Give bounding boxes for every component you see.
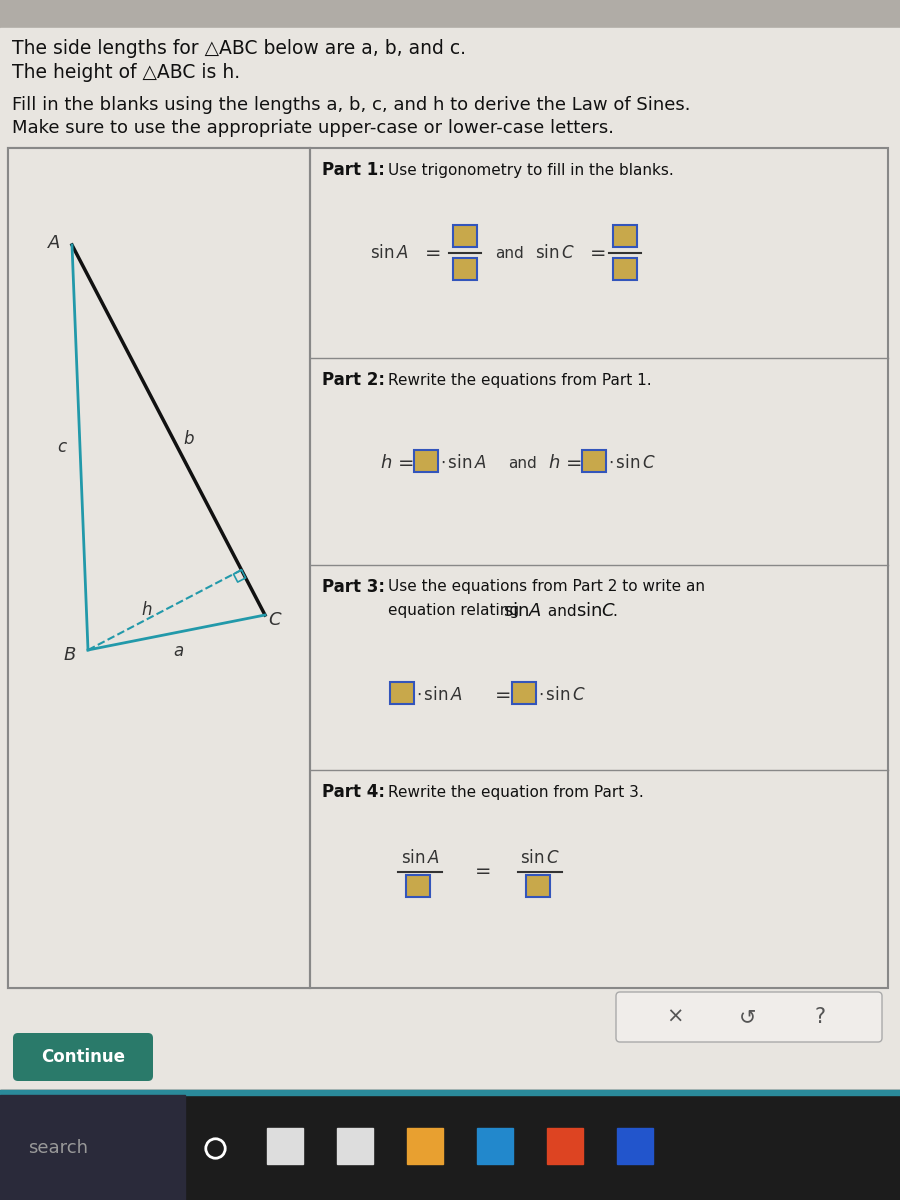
Text: C: C bbox=[269, 611, 282, 629]
Bar bbox=[613, 258, 637, 280]
Text: c: c bbox=[58, 438, 67, 456]
Text: The height of △ABC is h.: The height of △ABC is h. bbox=[12, 62, 240, 82]
Bar bbox=[407, 1128, 443, 1164]
Bar bbox=[0, 1090, 900, 1094]
Bar bbox=[526, 875, 550, 898]
Bar bbox=[414, 450, 438, 472]
Text: Use the equations from Part 2 to write an: Use the equations from Part 2 to write a… bbox=[388, 580, 705, 594]
Text: ?: ? bbox=[814, 1007, 825, 1027]
Text: $\cdot\,\mathrm{sin}\,A$: $\cdot\,\mathrm{sin}\,A$ bbox=[416, 686, 463, 704]
Text: and: and bbox=[543, 604, 581, 618]
Text: Continue: Continue bbox=[41, 1048, 125, 1066]
Text: =: = bbox=[495, 685, 511, 704]
Bar bbox=[0, 0, 900, 28]
Text: A: A bbox=[48, 234, 60, 252]
Text: =: = bbox=[398, 454, 415, 473]
Text: $\mathrm{sin}C$: $\mathrm{sin}C$ bbox=[576, 602, 616, 620]
Text: Use trigonometry to fill in the blanks.: Use trigonometry to fill in the blanks. bbox=[388, 162, 674, 178]
FancyBboxPatch shape bbox=[13, 1033, 153, 1081]
Text: Rewrite the equations from Part 1.: Rewrite the equations from Part 1. bbox=[388, 372, 652, 388]
Text: Fill in the blanks using the lengths a, b, c, and h to derive the Law of Sines.: Fill in the blanks using the lengths a, … bbox=[12, 96, 690, 114]
Text: $\cdot\,\mathrm{sin}\,A$: $\cdot\,\mathrm{sin}\,A$ bbox=[440, 454, 487, 472]
Bar bbox=[0, 1094, 185, 1200]
Text: $h$: $h$ bbox=[548, 454, 560, 472]
Text: Part 2:: Part 2: bbox=[322, 371, 385, 389]
Text: ×: × bbox=[666, 1007, 684, 1027]
Text: a: a bbox=[174, 642, 184, 660]
Text: =: = bbox=[590, 244, 607, 263]
Text: =: = bbox=[566, 454, 582, 473]
Text: =: = bbox=[425, 244, 442, 263]
Text: equation relating: equation relating bbox=[388, 604, 524, 618]
Bar bbox=[390, 682, 414, 704]
Bar bbox=[617, 1128, 653, 1164]
Text: Make sure to use the appropriate upper-case or lower-case letters.: Make sure to use the appropriate upper-c… bbox=[12, 119, 614, 137]
Text: Part 1:: Part 1: bbox=[322, 161, 385, 179]
Text: Part 4:: Part 4: bbox=[322, 782, 385, 802]
Text: .: . bbox=[612, 604, 616, 618]
Text: Part 3:: Part 3: bbox=[322, 578, 385, 596]
Bar bbox=[512, 682, 536, 704]
Text: ↺: ↺ bbox=[739, 1007, 757, 1027]
Text: $h$: $h$ bbox=[380, 454, 392, 472]
Bar bbox=[547, 1128, 583, 1164]
Text: $\cdot\,\mathrm{sin}\,C$: $\cdot\,\mathrm{sin}\,C$ bbox=[538, 686, 586, 704]
Text: Rewrite the equation from Part 3.: Rewrite the equation from Part 3. bbox=[388, 785, 644, 799]
Bar bbox=[8, 148, 310, 988]
Bar bbox=[582, 450, 606, 472]
Text: search: search bbox=[28, 1139, 88, 1157]
Bar bbox=[453, 226, 477, 247]
Text: $\mathrm{sin}\,C$: $\mathrm{sin}\,C$ bbox=[520, 850, 560, 866]
Text: and: and bbox=[495, 246, 524, 260]
Text: $\mathrm{sin}\,A$: $\mathrm{sin}\,A$ bbox=[370, 244, 409, 262]
Text: $\mathrm{sin}\,A$: $\mathrm{sin}\,A$ bbox=[400, 850, 439, 866]
Text: $\mathrm{sin}A$: $\mathrm{sin}A$ bbox=[503, 602, 542, 620]
Bar bbox=[0, 1090, 900, 1200]
Text: h: h bbox=[141, 601, 152, 619]
Text: B: B bbox=[64, 646, 76, 664]
Bar bbox=[477, 1128, 513, 1164]
Bar bbox=[406, 875, 430, 898]
Bar bbox=[267, 1128, 303, 1164]
Text: The side lengths for △ABC below are a, b, and c.: The side lengths for △ABC below are a, b… bbox=[12, 38, 466, 58]
Bar bbox=[337, 1128, 373, 1164]
Bar bbox=[8, 148, 888, 988]
Bar bbox=[613, 226, 637, 247]
Text: $\mathrm{sin}\,C$: $\mathrm{sin}\,C$ bbox=[535, 244, 575, 262]
Bar bbox=[453, 258, 477, 280]
FancyBboxPatch shape bbox=[616, 992, 882, 1042]
Text: b: b bbox=[183, 430, 194, 448]
Text: and: and bbox=[508, 456, 536, 470]
Text: $\cdot\,\mathrm{sin}\,C$: $\cdot\,\mathrm{sin}\,C$ bbox=[608, 454, 656, 472]
Text: =: = bbox=[475, 863, 491, 882]
